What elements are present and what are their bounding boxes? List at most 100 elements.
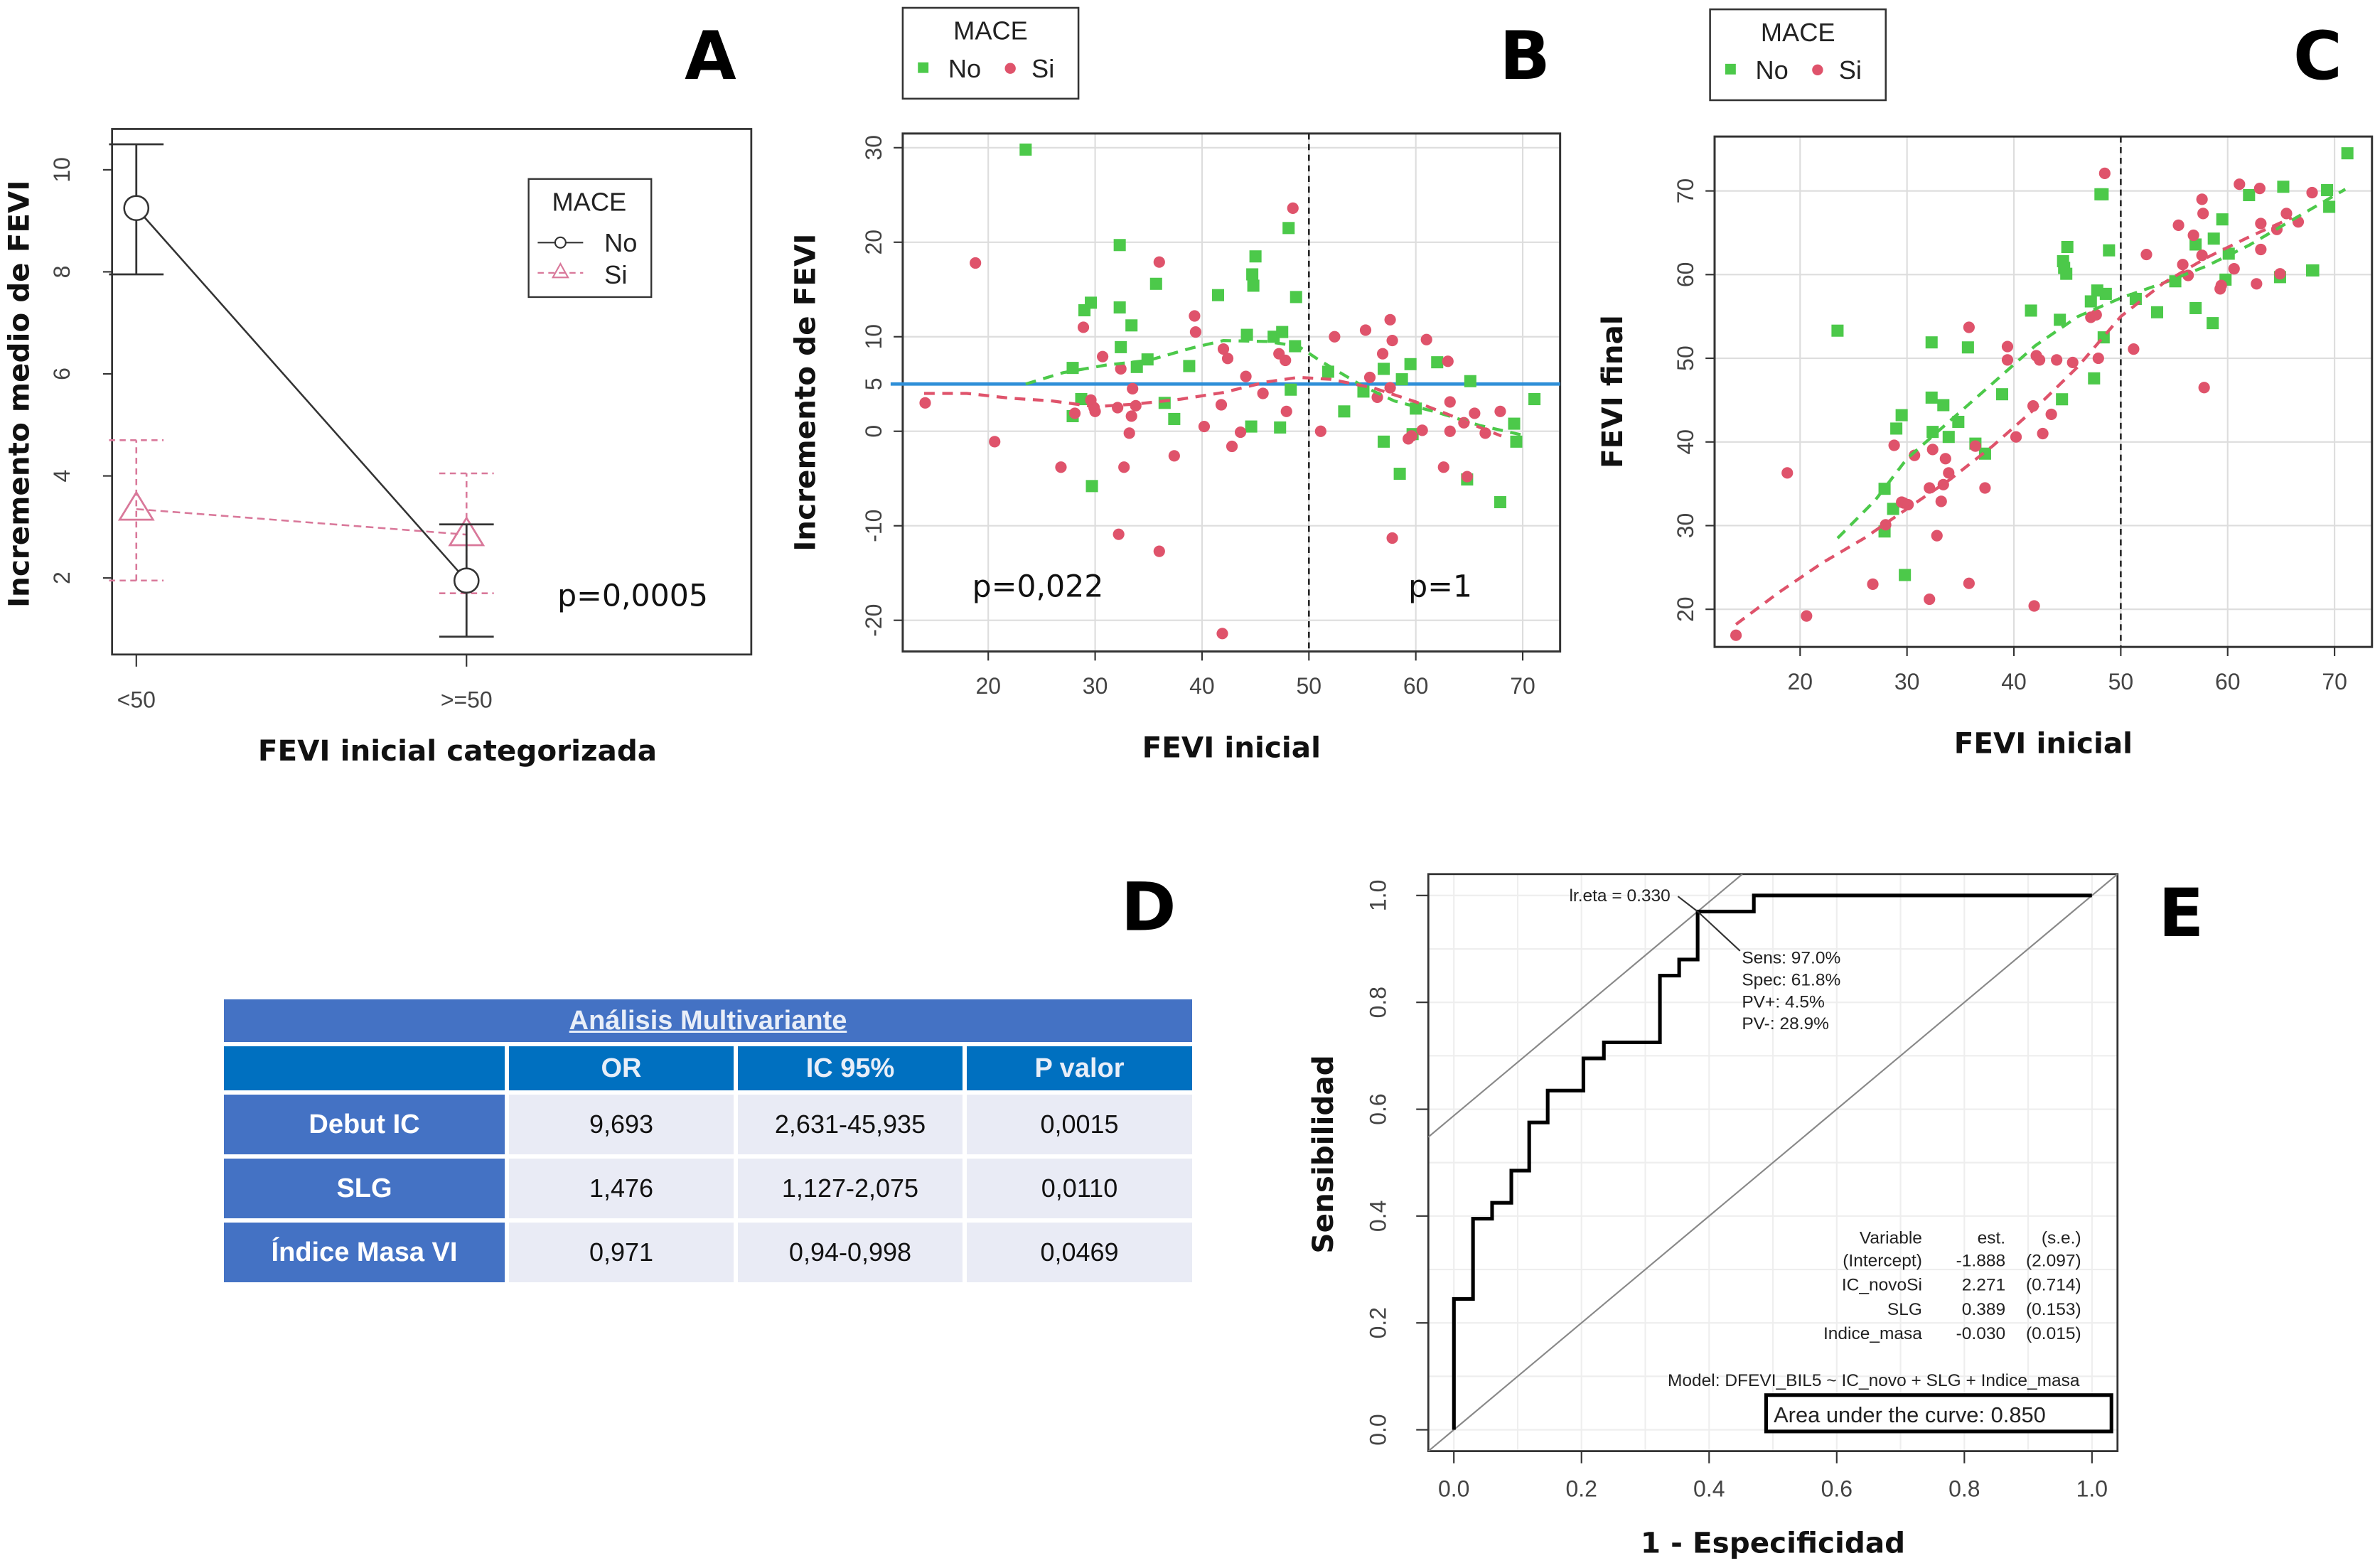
legend-si-label: Si [1031, 54, 1054, 83]
point-si [1781, 467, 1794, 479]
point-si [2255, 243, 2267, 256]
point-no [1075, 392, 1088, 406]
point-si [1089, 405, 1101, 417]
plot-frame [1427, 873, 2119, 1452]
point-si [1442, 355, 1454, 367]
point-si [1123, 427, 1135, 439]
point-no [1925, 336, 1938, 349]
point-no [1019, 143, 1032, 156]
point-no [1246, 268, 1259, 281]
point-si [2255, 218, 2267, 230]
point-no [1508, 417, 1521, 430]
point-si [1112, 402, 1124, 414]
x-axis-title: FEVI inicial [1142, 731, 1321, 765]
cutoff-pointer-label [1677, 896, 1698, 913]
x-tick-label: 0.4 [1693, 1476, 1725, 1502]
point-si [1216, 628, 1228, 640]
x-tick-label: 0.0 [1438, 1476, 1469, 1502]
coef-header: est. [1978, 1229, 2006, 1248]
point-no [2150, 306, 2164, 318]
point-si [1113, 528, 1125, 540]
point-si [2196, 193, 2208, 205]
plot-frame [111, 128, 753, 656]
x-axis-title: FEVI inicial [1954, 726, 2133, 760]
point-si [2198, 382, 2210, 394]
y-tick-label: 0.4 [1366, 1201, 1391, 1232]
coef-cell: SLG [1887, 1300, 1922, 1319]
point-no [1240, 328, 1253, 341]
point-no [1247, 279, 1260, 292]
model-formula: Model: DFEVI_BIL5 ~ IC_novo + SLG + Indi… [1668, 1371, 2080, 1390]
table-row: Debut IC 9,693 2,631-45,935 0,0015 [224, 1095, 1192, 1154]
point-si [1189, 310, 1201, 322]
point-si [1127, 382, 1139, 394]
x-axis-title: FEVI inicial categorizada [258, 734, 657, 768]
point-no [1978, 447, 1991, 460]
legend-no-label: No [948, 54, 981, 83]
point-si [1168, 450, 1180, 462]
point-no [1282, 222, 1295, 235]
p-value: 0,0015 [967, 1095, 1192, 1154]
point-no [1125, 319, 1138, 332]
legend-no-label: No [1756, 55, 1789, 85]
x-tick-label: 0.2 [1566, 1476, 1597, 1502]
legend-no-marker [554, 236, 567, 249]
y-tick-label: 20 [1673, 596, 1698, 622]
point-si [2234, 178, 2246, 190]
point-no [1895, 409, 1908, 421]
point-no [1464, 375, 1476, 387]
y-tick-label: 0.8 [1366, 987, 1391, 1018]
cutoff-label: lr.eta = 0.330 [1569, 886, 1670, 906]
y-tick-label: 40 [1673, 429, 1698, 455]
or-value: 1,476 [509, 1159, 734, 1218]
diagonal-reference-line [1428, 874, 2118, 1451]
legend-title: MACE [552, 188, 627, 217]
legend-si-label: Si [604, 260, 627, 289]
point-si [2098, 167, 2111, 179]
table-title-row: Análisis Multivariante [224, 999, 1192, 1042]
point-no [1141, 353, 1154, 366]
point-si [1386, 532, 1398, 544]
or-value: 9,693 [509, 1095, 734, 1154]
panel-letter-c: C [2293, 18, 2342, 95]
point-si [1329, 331, 1341, 343]
point-no [1378, 363, 1390, 375]
marker-no [123, 195, 150, 222]
point-si [2251, 278, 2263, 290]
marker-no [453, 567, 480, 594]
y-tick-label: 70 [1673, 178, 1698, 204]
y-tick-label: 1.0 [1366, 880, 1391, 911]
p-value-left: p=0,022 [972, 569, 1104, 604]
point-si [1924, 593, 1936, 606]
coef-cell: (0.714) [2026, 1276, 2081, 1295]
x-tick-label: 30 [1083, 673, 1108, 699]
x-tick-label: 60 [1403, 673, 1429, 699]
point-si [1444, 425, 1456, 437]
point-si [1801, 610, 1813, 622]
point-si [1198, 420, 1211, 433]
smooth-line-si [1735, 216, 2293, 626]
point-si [1416, 424, 1428, 436]
point-si [1068, 407, 1081, 419]
point-no [2277, 181, 2290, 193]
point-si [1963, 577, 1975, 589]
panel-letter-e: E [2158, 875, 2204, 952]
point-si [1221, 353, 1234, 365]
point-si [2092, 352, 2104, 365]
point-si [1405, 430, 1417, 442]
point-si [2001, 340, 2014, 353]
point-si [1153, 545, 1165, 557]
point-si [1125, 410, 1137, 422]
legend-title: MACE [1761, 18, 1835, 47]
point-no [1942, 431, 1955, 444]
point-si [2037, 427, 2049, 440]
marker-si [117, 490, 155, 521]
point-si [2182, 269, 2194, 281]
smooth-line-no [1836, 188, 2347, 539]
point-si [2051, 354, 2063, 366]
multivariate-table: Análisis Multivariante OR IC 95% P valor… [224, 999, 1192, 1282]
point-si [2187, 229, 2199, 242]
point-no [2103, 244, 2116, 257]
x-tick-label: 70 [1510, 673, 1535, 699]
or-value: 0,971 [509, 1223, 734, 1282]
